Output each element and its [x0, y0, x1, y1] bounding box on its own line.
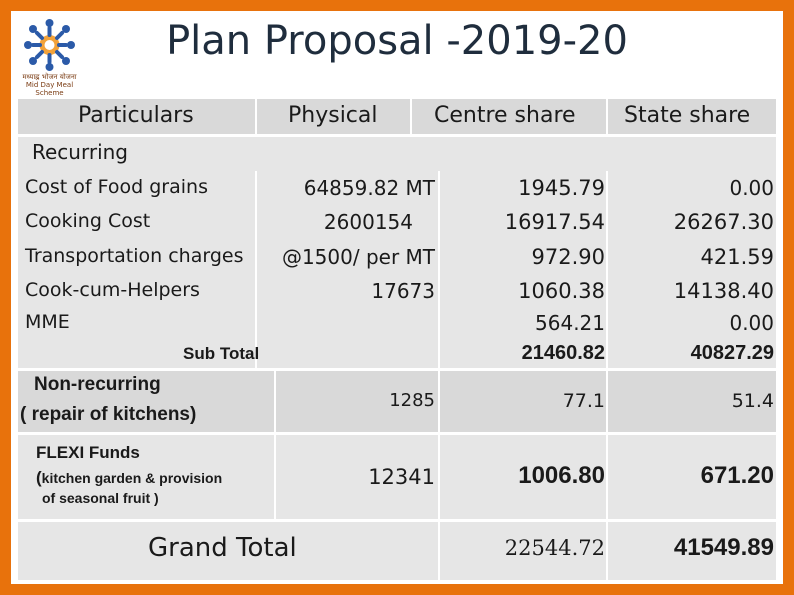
logo-caption-english: Mid Day Meal Scheme [25, 81, 74, 97]
recurring-label: Recurring [32, 140, 128, 164]
flexi-sublabel-text: kitchen garden & provision [41, 470, 223, 486]
row-divider [18, 432, 776, 435]
row-physical: 2600154 [323, 210, 413, 234]
header-physical: Physical [288, 103, 378, 128]
flexi-physical: 12341 [368, 465, 435, 489]
nonrecurring-sublabel: ( repair of kitchens) [20, 404, 197, 425]
plan-proposal-table: Particulars Physical Centre share State … [18, 99, 776, 582]
row-state-share: 26267.30 [673, 210, 774, 234]
row-centre-share: 564.21 [535, 311, 605, 335]
logo-emblem-icon [24, 19, 75, 71]
grand-total-centre-share: 22544.72 [504, 536, 605, 560]
nonrecurring-centre-share: 77.1 [562, 390, 605, 412]
flexi-sublabel: (kitchen garden & provision [36, 468, 222, 488]
mid-day-meal-logo: मध्याह्न भोजन योजना Mid Day Meal Scheme [14, 15, 85, 97]
nonrecurring-label: Non-recurring [34, 374, 161, 395]
col-divider [606, 171, 608, 580]
recurring-section [18, 135, 776, 369]
nonrecurring-physical: 1285 [389, 390, 435, 411]
row-centre-share: 1945.79 [518, 176, 605, 200]
flexi-sublabel-line3: of seasonal fruit ) [42, 490, 159, 506]
subtotal-centre-share: 21460.82 [521, 342, 605, 364]
row-physical: 17673 [371, 279, 435, 303]
flexi-label: FLEXI Funds [36, 443, 140, 462]
row-divider [18, 134, 776, 137]
col-divider [274, 369, 276, 520]
row-label: MME [25, 311, 70, 333]
row-label: Transportation charges [25, 245, 244, 267]
subtotal-label: Sub Total [183, 344, 260, 363]
flexi-row [18, 434, 776, 520]
row-state-share: 421.59 [700, 245, 774, 269]
nonrecurring-row [18, 369, 776, 434]
row-state-share: 0.00 [729, 176, 774, 200]
grand-total-row [18, 520, 776, 580]
col-divider [255, 99, 257, 135]
page-title: Plan Proposal -2019-20 [166, 18, 628, 64]
row-label: Cooking Cost [25, 210, 151, 232]
row-divider [18, 368, 776, 371]
flexi-centre-share: 1006.80 [518, 462, 605, 489]
row-centre-share: 1060.38 [518, 279, 605, 303]
grand-total-state-share: 41549.89 [673, 534, 774, 561]
subtotal-state-share: 40827.29 [690, 342, 774, 364]
grand-total-label: Grand Total [148, 533, 297, 563]
row-centre-share: 16917.54 [504, 210, 605, 234]
flexi-sublabel-paren: ( [36, 468, 42, 487]
row-centre-share: 972.90 [531, 245, 605, 269]
col-divider [438, 171, 440, 580]
header-particulars: Particulars [78, 103, 194, 128]
col-divider [410, 99, 412, 135]
row-physical: 64859.82 MT [303, 176, 435, 200]
nonrecurring-state-share: 51.4 [731, 390, 774, 412]
header-centre-share: Centre share [434, 103, 576, 128]
row-physical: @1500/ per MT [281, 245, 435, 269]
row-state-share: 0.00 [729, 311, 774, 335]
row-label: Cook-cum-Helpers [25, 279, 200, 301]
col-divider [255, 171, 257, 369]
row-divider [18, 519, 776, 522]
header-state-share: State share [624, 103, 751, 128]
row-state-share: 14138.40 [673, 279, 774, 303]
col-divider [606, 99, 608, 135]
flexi-state-share: 671.20 [700, 462, 774, 489]
logo-caption-hindi: मध्याह्न भोजन योजना [22, 73, 77, 81]
row-label: Cost of Food grains [25, 176, 208, 198]
header-row [18, 99, 776, 135]
